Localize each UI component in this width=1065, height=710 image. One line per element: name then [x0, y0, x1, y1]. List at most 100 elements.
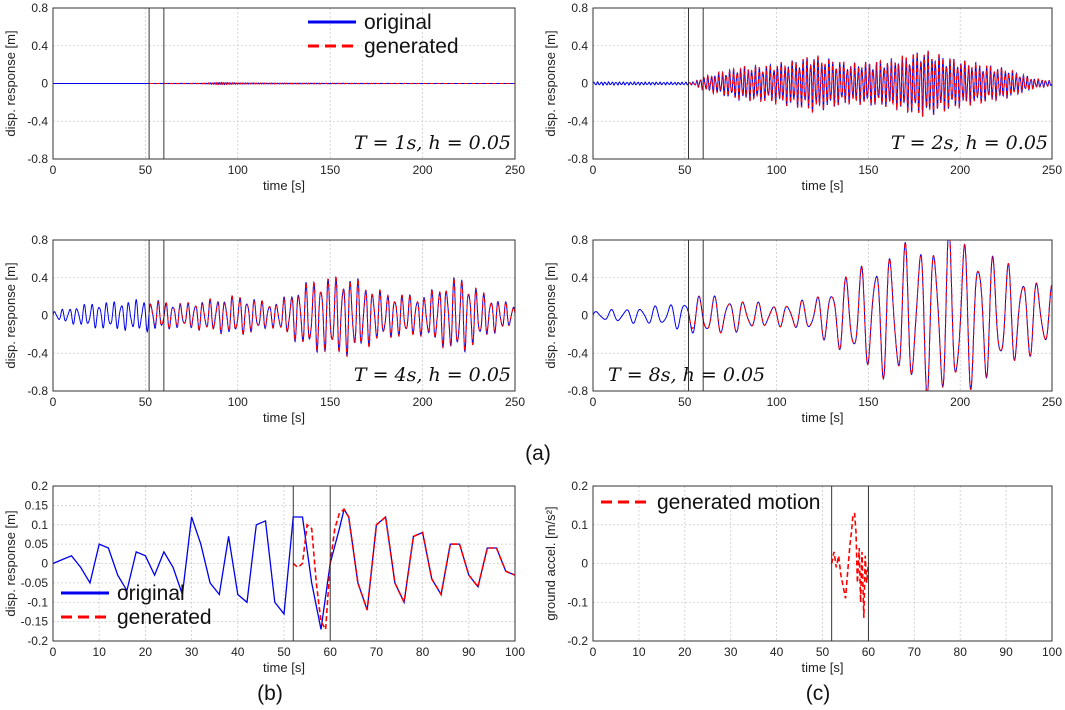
chart-b: 0 10 20 30 40 50 60 70 80 90 100 -0.2 -0.15 -0.1 -0.05…	[3, 479, 525, 675]
x-tick-label: 0	[50, 163, 57, 177]
x-tick-label: 150	[320, 163, 340, 177]
y-tick-label: -0.4	[567, 114, 588, 128]
plot-frame	[592, 239, 1053, 392]
trace-group	[830, 512, 870, 618]
y-axis-label: disp. response [m]	[3, 30, 18, 136]
chart-a1: 0 50 100 150 200 250 -0.8 -0.4 0 0.4 0.8 time [s] di…	[3, 1, 525, 193]
x-tick-label: 200	[950, 395, 970, 409]
legend-label-generated-motion: generated motion	[657, 491, 820, 514]
plot-frame	[52, 7, 516, 160]
x-axis-label: time [s]	[802, 660, 844, 675]
trace-group	[53, 507, 515, 633]
y-tick-label: 0	[41, 309, 48, 323]
y-tick-label: 0.05	[25, 537, 49, 551]
legend-label-generated: generated	[364, 35, 459, 58]
x-tick-label: 0	[590, 163, 597, 177]
x-axis-label: time [s]	[802, 410, 844, 425]
trace-group	[53, 81, 515, 86]
x-tick-label: 90	[999, 645, 1013, 659]
x-tick-label: 70	[370, 645, 384, 659]
x-tick-label: 0	[590, 645, 597, 659]
x-tick-label: 40	[770, 645, 784, 659]
x-tick-label: 50	[678, 395, 692, 409]
x-tick-label: 60	[862, 645, 876, 659]
series-original-line	[53, 275, 515, 358]
y-tick-label: -0.2	[27, 634, 48, 648]
chart-c: 0 10 20 30 40 50 60 70 80 90 100 -0.2 -0.1 0 0.1 0.2 tim…	[543, 479, 1062, 675]
y-tick-label: 0.4	[31, 39, 48, 53]
x-tick-label: 50	[816, 645, 830, 659]
y-tick-label: -0.1	[567, 595, 588, 609]
plot-frame	[52, 239, 516, 392]
x-tick-label: 50	[139, 395, 153, 409]
y-tick-label: -0.1	[27, 595, 48, 609]
y-tick-label: 0	[581, 309, 588, 323]
x-tick-label: 80	[954, 645, 968, 659]
plot-frame	[52, 485, 516, 642]
x-axis-label: time [s]	[263, 660, 305, 675]
y-tick-label: -0.05	[21, 576, 49, 590]
legend-label-original: original	[364, 11, 432, 34]
y-tick-label: 0	[581, 557, 588, 571]
y-tick-label: -0.8	[567, 152, 588, 166]
x-tick-label: 150	[858, 163, 878, 177]
chart-a2: 0 50 100 150 200 250 -0.8 -0.4 0 0.4 0.8 time [s] di…	[543, 1, 1062, 193]
y-tick-label: -0.4	[27, 114, 48, 128]
y-tick-label: -0.2	[567, 634, 588, 648]
x-tick-label: 100	[505, 645, 525, 659]
x-tick-label: 0	[590, 395, 597, 409]
y-axis-label: disp. response [m]	[543, 30, 558, 136]
y-tick-label: 0.4	[571, 271, 588, 285]
x-tick-label: 200	[413, 395, 433, 409]
x-tick-label: 30	[724, 645, 738, 659]
x-tick-label: 150	[320, 395, 340, 409]
trace-group	[593, 240, 1052, 391]
y-tick-label: -0.4	[27, 346, 48, 360]
x-tick-label: 250	[1042, 163, 1062, 177]
x-tick-label: 100	[228, 395, 248, 409]
x-tick-label: 50	[277, 645, 291, 659]
y-axis-label: ground accel. [m/s²]	[543, 506, 558, 620]
y-tick-label: 0.1	[31, 518, 48, 532]
trace-group	[53, 275, 515, 358]
y-tick-label: 0.4	[31, 271, 48, 285]
series-generated-line	[688, 50, 1052, 117]
x-tick-label: 250	[505, 163, 525, 177]
y-tick-label: 0.15	[25, 498, 49, 512]
y-tick-label: 0.8	[571, 233, 588, 247]
plot-frame	[592, 7, 1053, 160]
parameter-annotation: T = 2s, h = 0.05	[891, 132, 1048, 154]
series-generated-line	[292, 508, 515, 633]
y-tick-label: 0.8	[571, 1, 588, 15]
y-axis-label: disp. response [m]	[543, 262, 558, 368]
legend-label-generated: generated	[117, 606, 212, 629]
x-tick-label: 30	[185, 645, 199, 659]
x-tick-label: 200	[413, 163, 433, 177]
x-tick-label: 150	[858, 395, 878, 409]
x-tick-label: 250	[1042, 395, 1062, 409]
y-tick-label: -0.15	[21, 615, 49, 629]
x-tick-label: 250	[505, 395, 525, 409]
x-tick-label: 90	[462, 645, 476, 659]
y-tick-label: 0.4	[571, 39, 588, 53]
panel-label-b: (b)	[257, 682, 283, 705]
trace-group	[593, 50, 1052, 117]
x-tick-label: 40	[231, 645, 245, 659]
x-tick-label: 50	[678, 163, 692, 177]
y-tick-label: 0.8	[31, 1, 48, 15]
x-axis-label: time [s]	[263, 178, 305, 193]
x-tick-label: 20	[139, 645, 153, 659]
parameter-annotation: T = 4s, h = 0.05	[354, 364, 511, 386]
parameter-annotation: T = 1s, h = 0.05	[354, 132, 511, 154]
parameter-annotation: T = 8s, h = 0.05	[608, 364, 765, 386]
y-tick-label: -0.8	[27, 152, 48, 166]
y-tick-label: 0.2	[571, 479, 588, 493]
x-tick-label: 100	[1042, 645, 1062, 659]
x-tick-label: 10	[93, 645, 107, 659]
y-tick-label: 0	[581, 77, 588, 91]
panel-label-c: (c)	[806, 682, 831, 705]
x-tick-label: 50	[139, 163, 153, 177]
x-tick-label: 100	[767, 163, 787, 177]
chart-a4: 0 50 100 150 200 250 -0.8 -0.4 0 0.4 0.8 time [s] di…	[543, 233, 1062, 425]
